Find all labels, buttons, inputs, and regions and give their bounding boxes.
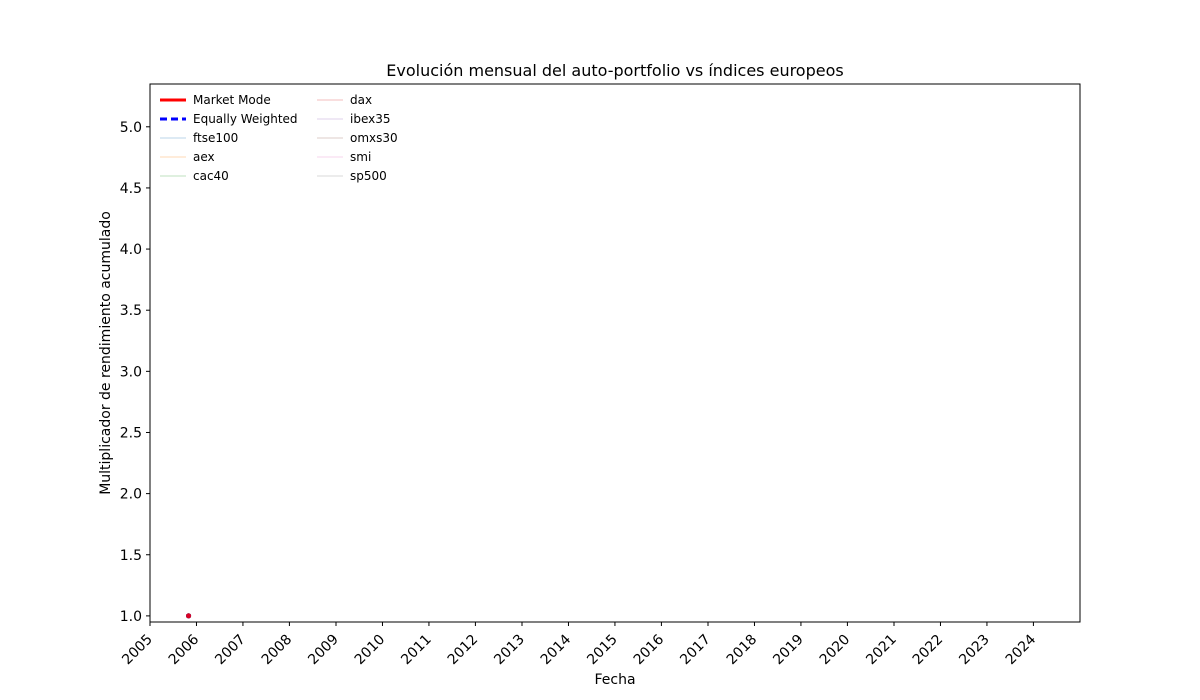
legend-item: dax bbox=[317, 93, 372, 107]
y-tick-label: 4.0 bbox=[120, 242, 142, 258]
y-tick-label: 2.0 bbox=[120, 487, 142, 503]
legend-item: aex bbox=[160, 150, 215, 164]
legend-label: dax bbox=[350, 93, 372, 107]
y-tick-label: 3.5 bbox=[120, 303, 142, 319]
legend-item: ftse100 bbox=[160, 131, 238, 145]
legend-item: Market Mode bbox=[160, 93, 271, 107]
y-axis: 1.0 1.5 2.0 2.5 3.0 3.5 4.0 4.5 5.0 bbox=[120, 120, 150, 625]
series bbox=[186, 613, 192, 619]
legend-label: cac40 bbox=[193, 169, 229, 183]
chart-title: Evolución mensual del auto-portfolio vs … bbox=[386, 61, 843, 80]
data-point bbox=[186, 613, 192, 619]
legend-label: ftse100 bbox=[193, 131, 238, 145]
legend-label: Market Mode bbox=[193, 93, 271, 107]
legend-item: cac40 bbox=[160, 169, 229, 183]
y-tick-label: 2.5 bbox=[120, 425, 142, 441]
x-axis-label: Fecha bbox=[594, 672, 635, 688]
legend-label: smi bbox=[350, 150, 371, 164]
y-tick-label: 1.5 bbox=[120, 548, 142, 564]
y-axis-label: Multiplicador de rendimiento acumulado bbox=[98, 211, 114, 495]
legend-label: aex bbox=[193, 150, 215, 164]
legend: Market Mode Equally Weighted ftse100 aex cac… bbox=[160, 93, 398, 183]
legend-item: ibex35 bbox=[317, 112, 391, 126]
legend-item: sp500 bbox=[317, 169, 387, 183]
y-tick-label: 1.0 bbox=[120, 609, 142, 625]
y-tick-label: 4.5 bbox=[120, 181, 142, 197]
legend-item: smi bbox=[317, 150, 371, 164]
legend-label: Equally Weighted bbox=[193, 112, 298, 126]
legend-label: ibex35 bbox=[350, 112, 391, 126]
legend-item: Equally Weighted bbox=[160, 112, 298, 126]
y-tick-label: 5.0 bbox=[120, 120, 142, 136]
legend-label: omxs30 bbox=[350, 131, 398, 145]
y-tick-label: 3.0 bbox=[120, 364, 142, 380]
legend-label: sp500 bbox=[350, 169, 387, 183]
legend-item: omxs30 bbox=[317, 131, 398, 145]
series-layer bbox=[186, 613, 192, 619]
